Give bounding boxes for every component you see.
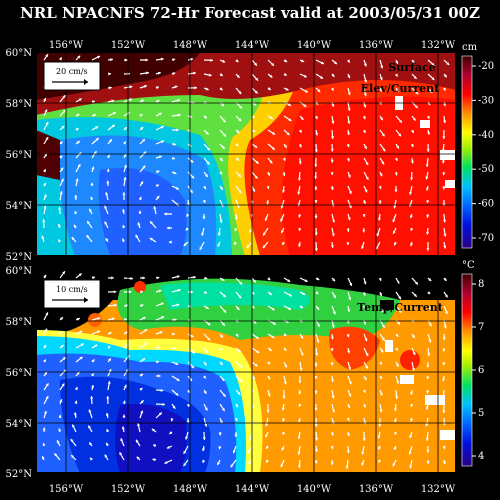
longitude-label: 144°W [235,40,270,51]
colorbar-tick-label: 7 [478,322,484,333]
latitude-label: 58°N [6,317,33,328]
scale-vector-label-bottom: 10 cm/s [56,285,88,294]
panel-title-top-line2: Elev/Current [361,82,440,95]
surface-elevation-panel: 20 cm/s Surface Elev/Current cm -20 -30 -4… [35,42,494,257]
latitude-label: 52°N [6,469,33,480]
longitude-label: 152°W [111,40,146,51]
longitude-label: 148°W [173,40,208,51]
figure-title: NRL NPACNFS 72-Hr Forecast valid at 2003… [20,4,480,22]
scale-vector-label-top: 20 cm/s [56,67,88,76]
longitude-label: 156°W [49,484,84,495]
temperature-panel: 10 cm/s 100 m Temp/Current °C 8 7 6 5 4 [35,260,484,474]
panel-title-bottom-line2: Temp/Current [357,301,444,314]
longitude-label: 132°W [421,484,456,495]
longitude-label: 132°W [421,40,456,51]
latitude-label: 60°N [6,48,33,59]
colorbar-tick-label: 4 [478,451,484,462]
panel-title-top-line1: Surface [388,61,435,74]
colorbar-tick-label: 8 [478,279,484,290]
latitude-label: 58°N [6,99,33,110]
latitude-label: 56°N [6,150,33,161]
colorbar-tick-label: -30 [478,95,494,106]
axis-labels: 156°W 156°W 152°W 152°W 148°W 148°W 144°W 144°W… [6,40,456,495]
panel-frame-bottom [35,269,457,474]
colorbar-tick-label: -50 [478,164,494,175]
scale-vector-box-bottom: 10 cm/s [43,279,101,309]
colorbar-tick-label: 6 [478,365,484,376]
graticule-bottom [36,270,456,473]
colorbar-tick-label: -20 [478,61,494,72]
colorbar-tick-label: -40 [478,130,494,141]
temperature-field [36,270,456,473]
colorbar-unit-bottom: °C [462,260,475,271]
scale-vector-box-top: 20 cm/s [43,61,101,91]
longitude-label: 152°W [111,484,146,495]
latitude-label: 54°N [6,419,33,430]
colorbar-unit-top: cm [462,42,478,53]
latitude-label: 52°N [6,252,33,263]
longitude-label: 136°W [359,484,394,495]
colorbar-tick-label: 5 [478,408,484,419]
longitude-label: 148°W [173,484,208,495]
longitude-label: 144°W [235,484,270,495]
colorbar-top: cm -20 -30 -40 -50 -60 -70 [461,42,494,249]
longitude-label: 140°W [297,484,332,495]
latitude-label: 60°N [6,266,33,277]
panel-title-bottom-line1: 100 m [393,280,432,293]
latitude-label: 56°N [6,368,33,379]
latitude-label: 54°N [6,201,33,212]
subsurface-current-vectors [41,270,449,469]
longitude-label: 140°W [297,40,332,51]
colorbar-tick-label: -70 [478,233,494,244]
colorbar-bottom: °C 8 7 6 5 4 [461,260,484,467]
colorbar-tick-label: -60 [478,199,494,210]
longitude-label: 136°W [359,40,394,51]
longitude-label: 156°W [49,40,84,51]
